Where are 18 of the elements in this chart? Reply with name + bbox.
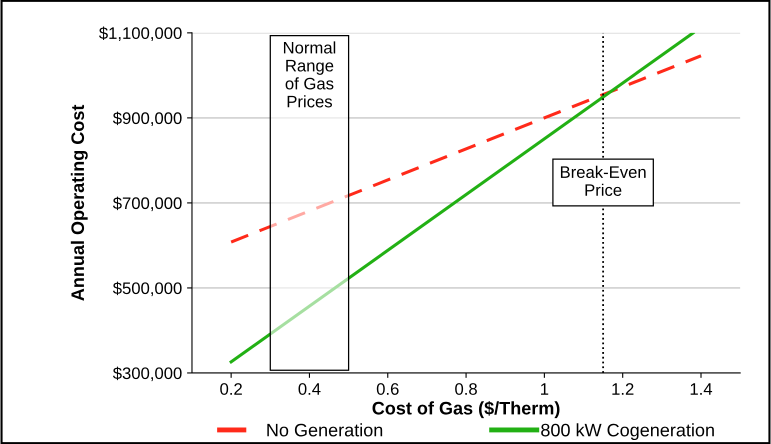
band-label: Normal Range of Gas Prices [284,41,336,108]
x-tick-label: 0.2 [220,383,242,395]
y-tick-label: $300,000 [112,366,182,382]
x-tick-label: 1 [541,383,548,395]
y-tick-label: $1,100,000 [99,26,182,42]
y-axis-title: Annual Operating Cost [70,104,88,301]
x-tick-label: 0.8 [455,383,477,395]
x-axis-title: Cost of Gas ($/Therm) [372,400,560,418]
legend-label: No Generation [267,423,382,436]
x-tick-label: 1.2 [612,383,634,395]
y-tick-label: $700,000 [112,196,182,212]
x-tick-label: 0.4 [298,383,321,395]
legend-label: 800 kW Cogeneration [541,423,714,440]
y-tick-label: $500,000 [112,282,182,296]
ref-line-label: Break-Even Price [560,166,646,196]
x-tick-label: 0.6 [376,383,399,395]
y-tick-label: $900,000 [112,112,182,126]
x-tick-label: 1.4 [690,383,712,395]
